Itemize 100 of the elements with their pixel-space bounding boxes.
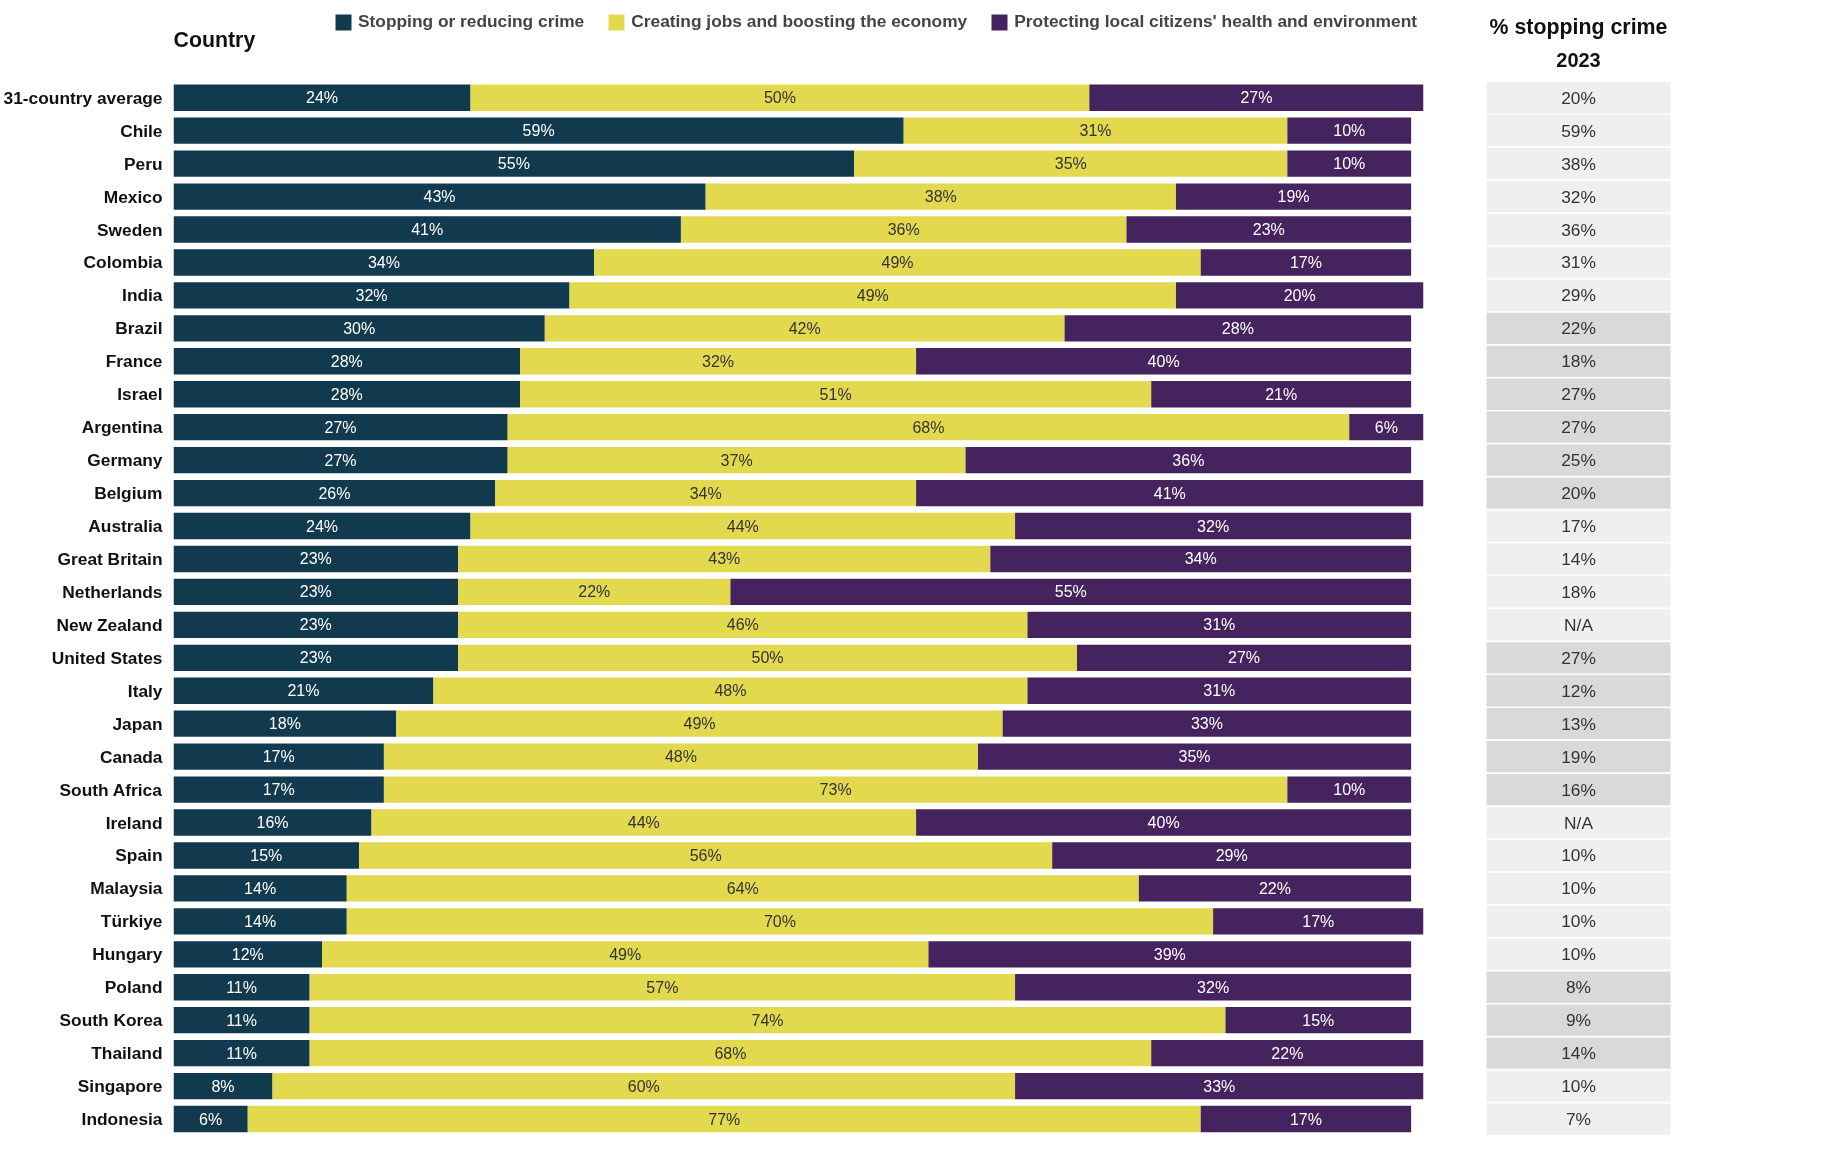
data-label: 34% xyxy=(689,484,722,502)
bar xyxy=(1225,1007,1412,1034)
data-label: 23% xyxy=(299,550,332,568)
bar xyxy=(322,941,929,968)
y-tick-label: South Africa xyxy=(59,779,163,800)
bar xyxy=(977,743,1412,770)
bar xyxy=(173,842,360,869)
bar xyxy=(173,249,595,276)
data-label: 64% xyxy=(726,879,759,897)
y-tick-label: South Korea xyxy=(59,1010,163,1031)
bar xyxy=(309,974,1016,1001)
text: 18% xyxy=(1561,351,1596,372)
bar xyxy=(1287,776,1412,803)
text: N/A xyxy=(1564,614,1594,635)
data-label: 50% xyxy=(751,649,784,667)
bar xyxy=(507,414,1350,441)
bar xyxy=(173,743,384,770)
data-label: 20% xyxy=(1283,286,1316,304)
data-label: 44% xyxy=(726,517,759,535)
text: 38% xyxy=(1561,153,1596,174)
data-label: 73% xyxy=(819,781,852,799)
data-label: 39% xyxy=(1153,945,1186,963)
bar xyxy=(1002,710,1412,737)
data-label: 38% xyxy=(924,188,957,206)
data-label: 40% xyxy=(1147,814,1180,832)
bar xyxy=(705,183,1176,210)
bar xyxy=(1015,512,1412,540)
y-tick-label: Germany xyxy=(87,450,163,471)
text: 22% xyxy=(1561,318,1596,339)
y-tick-label: India xyxy=(122,285,163,306)
y-tick-label: Australia xyxy=(88,516,163,537)
bar xyxy=(470,512,1016,540)
data-label: 30% xyxy=(343,319,376,337)
data-label: 11% xyxy=(226,1044,257,1062)
bar xyxy=(1213,908,1424,935)
bar xyxy=(173,414,508,441)
data-label: 44% xyxy=(627,814,660,832)
y-tick-label: Canada xyxy=(99,746,163,767)
bar xyxy=(173,84,471,111)
bar xyxy=(173,875,347,902)
y-tick-label: Türkiye xyxy=(100,911,163,932)
text: N/A xyxy=(1564,812,1594,833)
data-label: 33% xyxy=(1190,715,1223,733)
text: 25% xyxy=(1561,450,1596,471)
bar xyxy=(383,776,1288,803)
bar xyxy=(1287,117,1412,144)
text: 27% xyxy=(1561,384,1596,405)
bar xyxy=(173,809,372,836)
data-label: 27% xyxy=(1228,649,1261,667)
bar xyxy=(173,578,459,606)
text: 10% xyxy=(1561,878,1596,899)
data-label: 17% xyxy=(1289,1110,1322,1128)
bar xyxy=(359,842,1053,869)
bar xyxy=(383,743,978,770)
data-label: 55% xyxy=(1054,583,1087,601)
data-label: 40% xyxy=(1147,352,1180,370)
bar xyxy=(569,282,1176,309)
bar xyxy=(1126,216,1412,243)
text: 14% xyxy=(1561,548,1596,569)
data-label: 6% xyxy=(1374,418,1398,436)
bar xyxy=(680,216,1127,243)
bar xyxy=(371,809,917,836)
bar xyxy=(1349,414,1424,441)
text: 17% xyxy=(1561,516,1596,537)
data-label: 35% xyxy=(1178,748,1211,766)
y-tick-label: Israel xyxy=(117,384,163,405)
bar xyxy=(1175,183,1412,210)
data-label: 77% xyxy=(708,1110,741,1128)
bar xyxy=(1052,842,1412,869)
data-label: 23% xyxy=(1252,221,1285,239)
bar xyxy=(990,545,1412,573)
bar xyxy=(272,1072,1016,1100)
data-label: 34% xyxy=(367,253,400,271)
data-label: 24% xyxy=(306,517,339,535)
y-tick-label: Argentina xyxy=(81,417,163,438)
bar xyxy=(520,348,917,375)
bar xyxy=(916,479,1424,507)
bar xyxy=(1287,150,1412,177)
data-label: 55% xyxy=(497,155,530,173)
bar xyxy=(458,611,1028,639)
text: 10% xyxy=(1561,944,1596,965)
data-label: 27% xyxy=(1240,89,1273,107)
data-label: 29% xyxy=(1215,846,1248,864)
data-label: 8% xyxy=(211,1077,235,1095)
bar xyxy=(520,381,1152,408)
data-label: 16% xyxy=(256,814,289,832)
data-label: 37% xyxy=(720,451,753,469)
bar xyxy=(1015,974,1412,1001)
data-label: 17% xyxy=(262,781,295,799)
data-label: 14% xyxy=(244,879,277,897)
y-tick-label: Hungary xyxy=(92,944,163,965)
text: 20% xyxy=(1561,483,1596,504)
data-label: 46% xyxy=(726,616,759,634)
legend-label: Stopping or reducing crime xyxy=(358,11,585,32)
bar xyxy=(173,512,471,540)
bar xyxy=(309,1039,1152,1067)
data-label: 10% xyxy=(1333,155,1366,173)
y-tick-label: Poland xyxy=(104,977,163,998)
y-tick-label: Netherlands xyxy=(62,581,163,602)
bar xyxy=(916,348,1412,375)
